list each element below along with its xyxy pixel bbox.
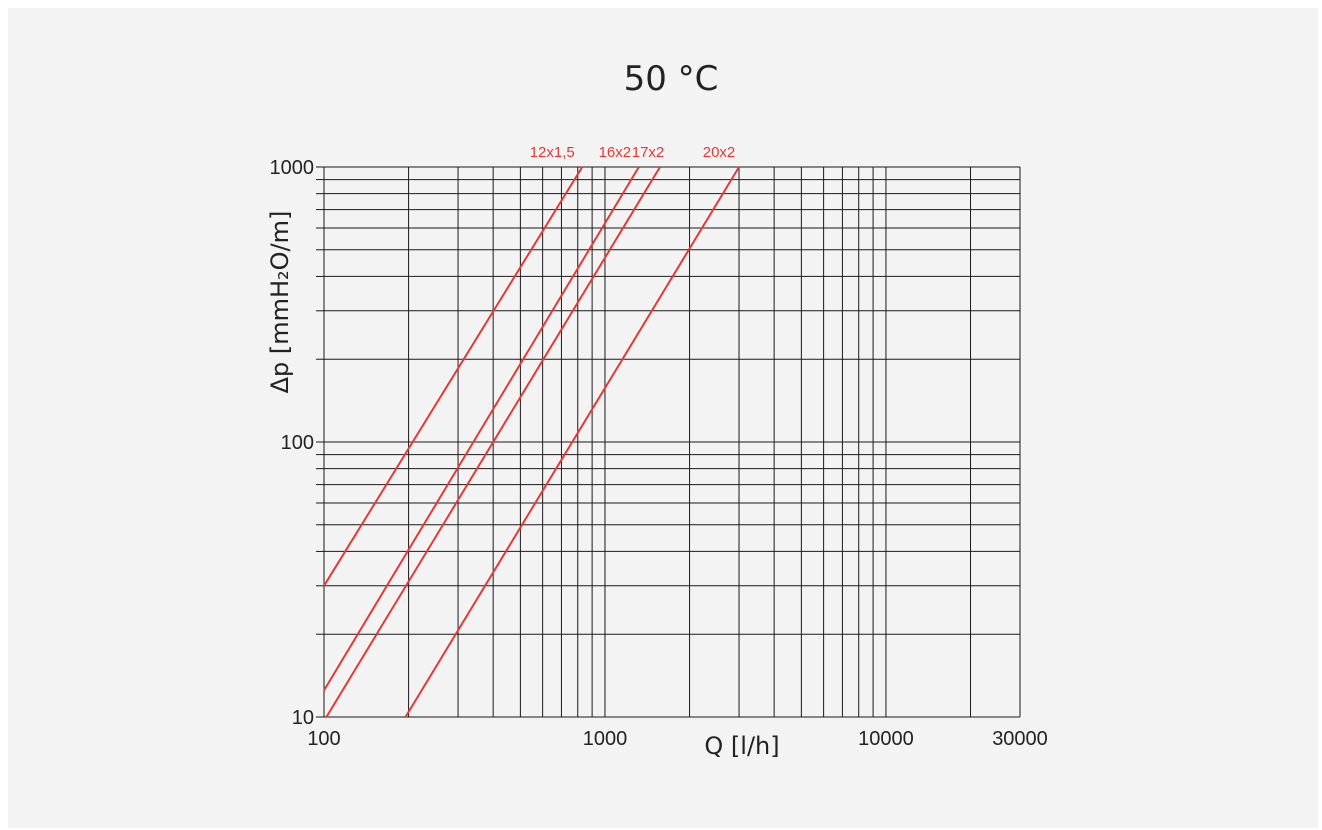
series-line-12x1,5 (323, 166, 584, 587)
x-axis-label: Q [l/h] (704, 732, 779, 760)
series-line-16x2 (323, 166, 640, 691)
x-tick-labels: 100 1000 10000 30000 (307, 728, 1048, 750)
chart-panel (8, 8, 1318, 828)
series-label: 17x2 (632, 144, 665, 161)
chart-title: 50 °C (624, 59, 719, 99)
x-tick-label: 100 (307, 728, 340, 750)
series-label: 16x2 (599, 144, 632, 161)
x-tick-label: 30000 (992, 728, 1048, 750)
series-label: 12x1,5 (530, 144, 575, 161)
series-line-17x2 (325, 166, 661, 718)
x-tick-label: 10000 (858, 728, 914, 750)
series-labels: 12x1,5 16x2 17x2 20x2 (530, 144, 736, 161)
series-label: 20x2 (703, 144, 736, 161)
x-tick-label: 1000 (583, 728, 628, 750)
series-line-20x2 (404, 166, 740, 718)
series-lines (323, 166, 740, 718)
grid (316, 166, 1021, 718)
y-tick-label: 100 (281, 432, 314, 454)
y-tick-label: 10 (292, 707, 314, 729)
y-tick-label: 1000 (270, 157, 315, 179)
y-tick-labels: 10 100 1000 (270, 157, 315, 729)
y-axis-label: Δp [mmH₂O/m] (266, 211, 294, 394)
